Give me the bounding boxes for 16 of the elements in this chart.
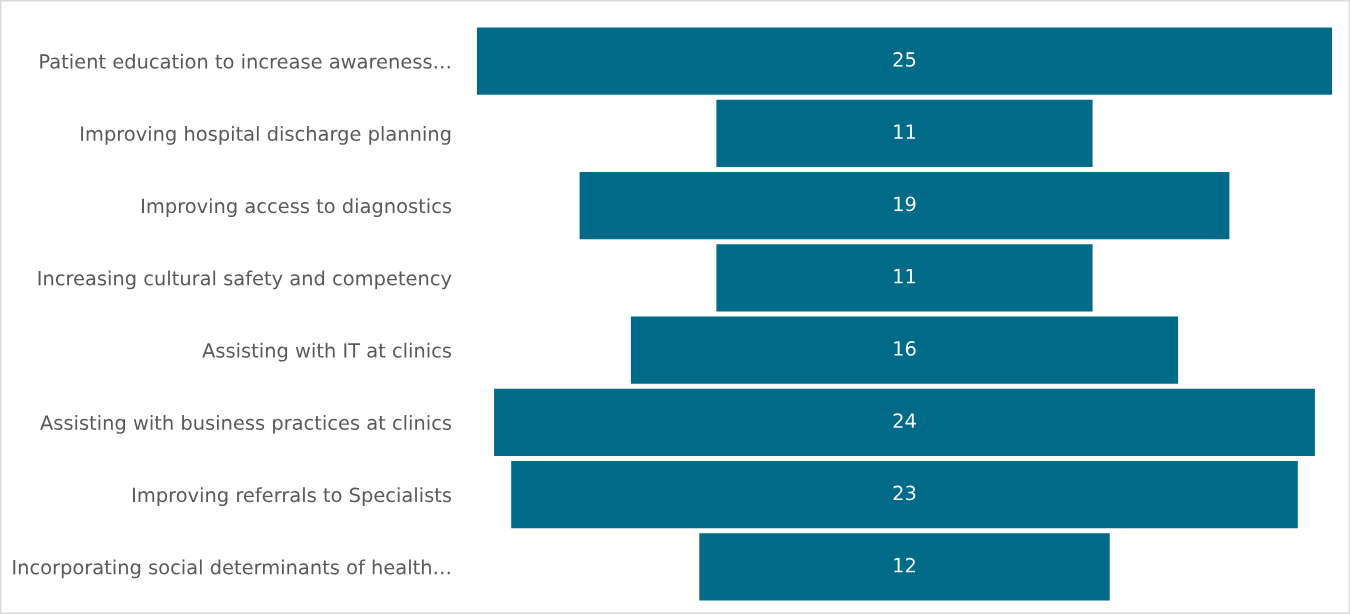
category-label: Incorporating social determinants of health… (13, 559, 450, 579)
data-label: 11 (894, 124, 916, 139)
data-label: 16 (894, 341, 916, 356)
category-label: Increasing cultural safety and competency (38, 270, 452, 290)
category-label: Improving access to diagnostics (142, 198, 452, 218)
data-label: 24 (893, 413, 916, 428)
category-label: Assisting with IT at clinics (202, 342, 452, 362)
data-label: 12 (894, 557, 915, 573)
category-label: Improving referrals to Specialists (133, 487, 452, 507)
data-label: 23 (893, 485, 916, 501)
category-label: Assisting with business practices at clinics (40, 414, 452, 434)
category-label: Patient education to increase awareness… (40, 53, 450, 69)
data-label: 19 (894, 196, 916, 212)
category-label: Improving hospital discharge planning (81, 125, 451, 145)
data-label: 25 (893, 52, 916, 67)
data-label: 11 (894, 269, 916, 284)
